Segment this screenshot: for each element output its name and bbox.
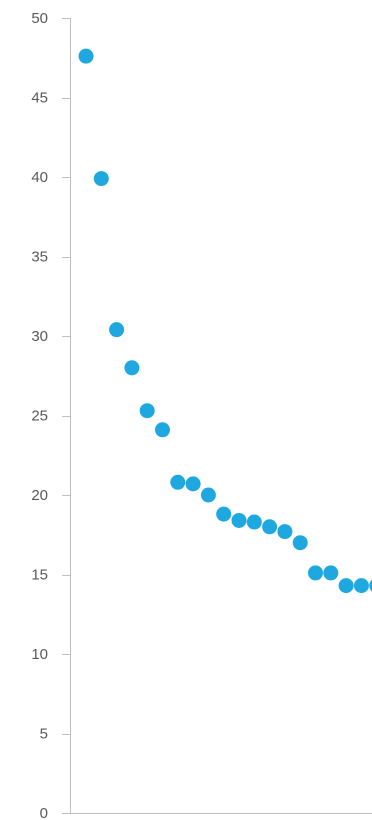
y-tick-label: 5 — [40, 726, 48, 743]
data-point — [308, 565, 323, 581]
y-tick-label: 40 — [31, 169, 48, 186]
y-tick-label: 0 — [40, 805, 48, 820]
data-point — [246, 514, 262, 530]
data-point — [185, 476, 201, 492]
y-tick-label: 45 — [31, 90, 48, 107]
data-point — [277, 524, 293, 540]
y-axis: 0 5 10 15 20 25 30 35 40 45 50 — [31, 10, 71, 820]
y-tick-label: 30 — [31, 328, 48, 345]
y-tick-label: 25 — [31, 408, 48, 425]
data-point — [200, 487, 216, 503]
data-point — [262, 519, 278, 535]
data-point — [353, 578, 369, 594]
data-point — [292, 535, 308, 551]
data-point — [155, 422, 170, 438]
data-point — [231, 512, 247, 528]
data-point — [78, 48, 94, 64]
data-point — [139, 403, 155, 419]
y-tick-label: 35 — [31, 249, 48, 266]
data-point — [338, 578, 354, 594]
y-tick-label: 10 — [31, 646, 48, 663]
data-point — [323, 565, 339, 581]
y-tick-label: 50 — [31, 10, 48, 27]
data-point — [170, 474, 186, 490]
data-point — [93, 171, 109, 187]
data-point — [109, 322, 125, 338]
data-point — [369, 579, 372, 592]
data-point — [124, 360, 140, 376]
data-point — [216, 506, 232, 522]
y-axis-ticks: 0 5 10 15 20 25 30 35 40 45 50 — [31, 10, 70, 820]
data-points — [78, 48, 372, 594]
y-tick-label: 20 — [31, 487, 48, 504]
y-tick-label: 15 — [31, 567, 48, 584]
